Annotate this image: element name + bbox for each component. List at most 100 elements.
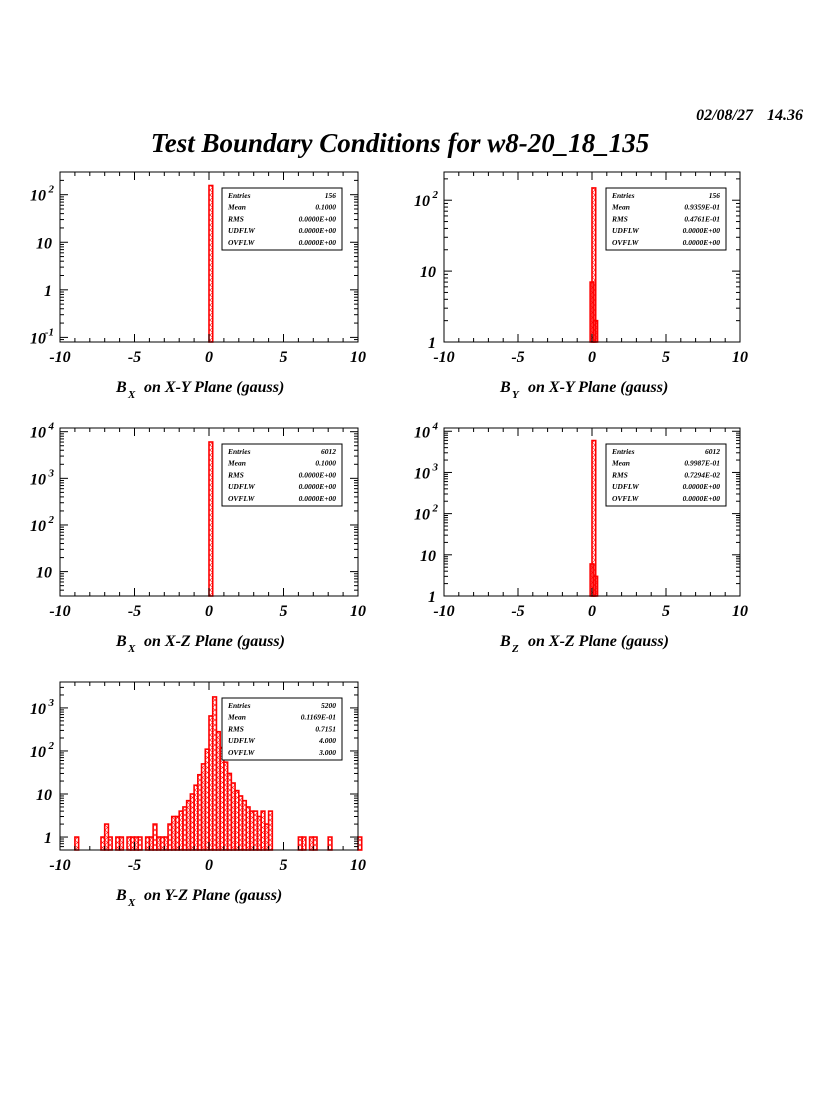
histogram-bar — [74, 836, 80, 851]
y-tick-label: 10 — [420, 264, 436, 281]
stats-key: Entries — [611, 191, 635, 200]
x-tick-label: -5 — [128, 349, 141, 366]
stats-value: 0.0000E+00 — [683, 238, 721, 247]
axis-title-subscript: Y — [512, 389, 520, 401]
x-tick-label: -5 — [128, 857, 141, 874]
stats-key: OVFLW — [612, 494, 640, 503]
x-tick-label: 10 — [350, 603, 366, 620]
axis-title-subscript: Z — [511, 643, 519, 655]
x-tick-label: 0 — [205, 603, 213, 620]
stats-box-frame — [221, 443, 343, 507]
y-tick-label: 10 — [30, 330, 46, 347]
x-tick-label: -10 — [49, 603, 70, 620]
y-tick-label: 1 — [428, 335, 436, 352]
y-tick-label: 1 — [44, 830, 52, 847]
stats-value: 0.0000E+00 — [299, 494, 337, 503]
x-tick-label: 5 — [280, 349, 288, 366]
stats-key: UDFLW — [612, 226, 640, 235]
stats-key: Mean — [611, 203, 630, 212]
stats-key: OVFLW — [228, 238, 256, 247]
histogram-bar — [593, 575, 599, 597]
stats-box: Entries 156 Mean 0.9359E-01 RMS 0.4761E-01 UDF… — [605, 187, 727, 251]
y-tick-label: 10 — [414, 465, 430, 482]
histogram-bar — [208, 184, 214, 343]
histogram-bar — [357, 836, 363, 851]
y-tick-exponent: 2 — [48, 514, 55, 526]
stats-box: Entries 156 Mean 0.1000 RMS 0.0000E+00 UDFLW 0.… — [221, 187, 343, 251]
y-tick-label: 10 — [36, 235, 52, 252]
axis-title-symbol: B — [115, 633, 127, 650]
histogram-bar — [137, 836, 143, 851]
x-tick-label: 10 — [350, 349, 366, 366]
stats-box: Entries 5200 Mean 0.1169E-01 RMS 0.7151 UDFLW 4… — [221, 697, 343, 761]
stats-value: 156 — [325, 191, 337, 200]
date-label: 02/08/27 — [696, 107, 754, 124]
x-tick-label: -5 — [511, 349, 524, 366]
axis-title-subscript: X — [127, 897, 136, 909]
histogram-bar — [208, 441, 214, 597]
x-tick-label: 10 — [350, 857, 366, 874]
stats-value: 0.1000 — [315, 203, 336, 212]
stats-key: RMS — [611, 214, 628, 223]
y-tick-label: 10 — [420, 548, 436, 565]
stats-value: 0.7151 — [315, 724, 336, 733]
stats-key: Mean — [227, 203, 246, 212]
stats-value: 0.9359E-01 — [684, 203, 720, 212]
stats-value: 0.1000 — [315, 459, 336, 468]
axis-title: on Y-Z Plane (gauss) — [144, 887, 282, 904]
y-tick-exponent: 3 — [48, 697, 55, 709]
y-tick-label: 10 — [30, 188, 46, 205]
stats-value: 6012 — [705, 447, 720, 456]
axis-title: on X-Y Plane (gauss) — [528, 379, 668, 396]
histogram-bar — [312, 836, 318, 851]
axis-title-symbol: B — [499, 633, 511, 650]
stats-box-frame — [221, 187, 343, 251]
x-tick-label: -5 — [511, 603, 524, 620]
stats-value: 156 — [709, 191, 721, 200]
axis-title-subscript: X — [127, 389, 136, 401]
y-tick-exponent: 3 — [432, 461, 439, 473]
y-tick-exponent: -1 — [45, 326, 54, 338]
stats-value: 0.0000E+00 — [683, 226, 721, 235]
stats-value: 0.0000E+00 — [299, 214, 337, 223]
x-tick-label: -10 — [433, 349, 454, 366]
x-tick-label: -10 — [49, 349, 70, 366]
x-tick-label: 0 — [588, 603, 596, 620]
y-tick-label: 10 — [30, 744, 46, 761]
histogram-bar — [593, 319, 599, 343]
histogram-bar — [301, 836, 307, 851]
stats-key: UDFLW — [228, 736, 256, 745]
stats-box-frame — [221, 697, 343, 761]
stats-key: Entries — [227, 191, 251, 200]
y-tick-label: 10 — [414, 193, 430, 210]
stats-box-frame — [605, 443, 727, 507]
stats-value: 0.1169E-01 — [301, 713, 336, 722]
histogram-bar — [267, 810, 274, 851]
stats-value: 0.4761E-01 — [684, 214, 720, 223]
y-tick-label: 10 — [36, 787, 52, 804]
stats-key: RMS — [227, 214, 244, 223]
stats-key: OVFLW — [228, 748, 256, 757]
stats-key: Mean — [227, 713, 246, 722]
stats-key: Entries — [611, 447, 635, 456]
x-tick-label: 5 — [662, 349, 670, 366]
x-tick-label: 10 — [732, 349, 748, 366]
axis-title-symbol: B — [115, 887, 127, 904]
stats-key: OVFLW — [228, 494, 256, 503]
stats-value: 0.7294E-02 — [684, 470, 720, 479]
axis-title-symbol: B — [115, 379, 127, 396]
stats-key: RMS — [227, 724, 244, 733]
y-tick-label: 10 — [36, 565, 52, 582]
histogram-bar — [591, 439, 597, 597]
x-tick-label: 5 — [662, 603, 670, 620]
y-tick-label: 1 — [428, 589, 436, 606]
stats-value: 0.9987E-01 — [684, 459, 720, 468]
time-label: 14.36 — [767, 107, 803, 124]
stats-box: Entries 6012 Mean 0.1000 RMS 0.0000E+00 UDFLW 0… — [221, 443, 343, 507]
stats-value: 0.0000E+00 — [299, 470, 337, 479]
